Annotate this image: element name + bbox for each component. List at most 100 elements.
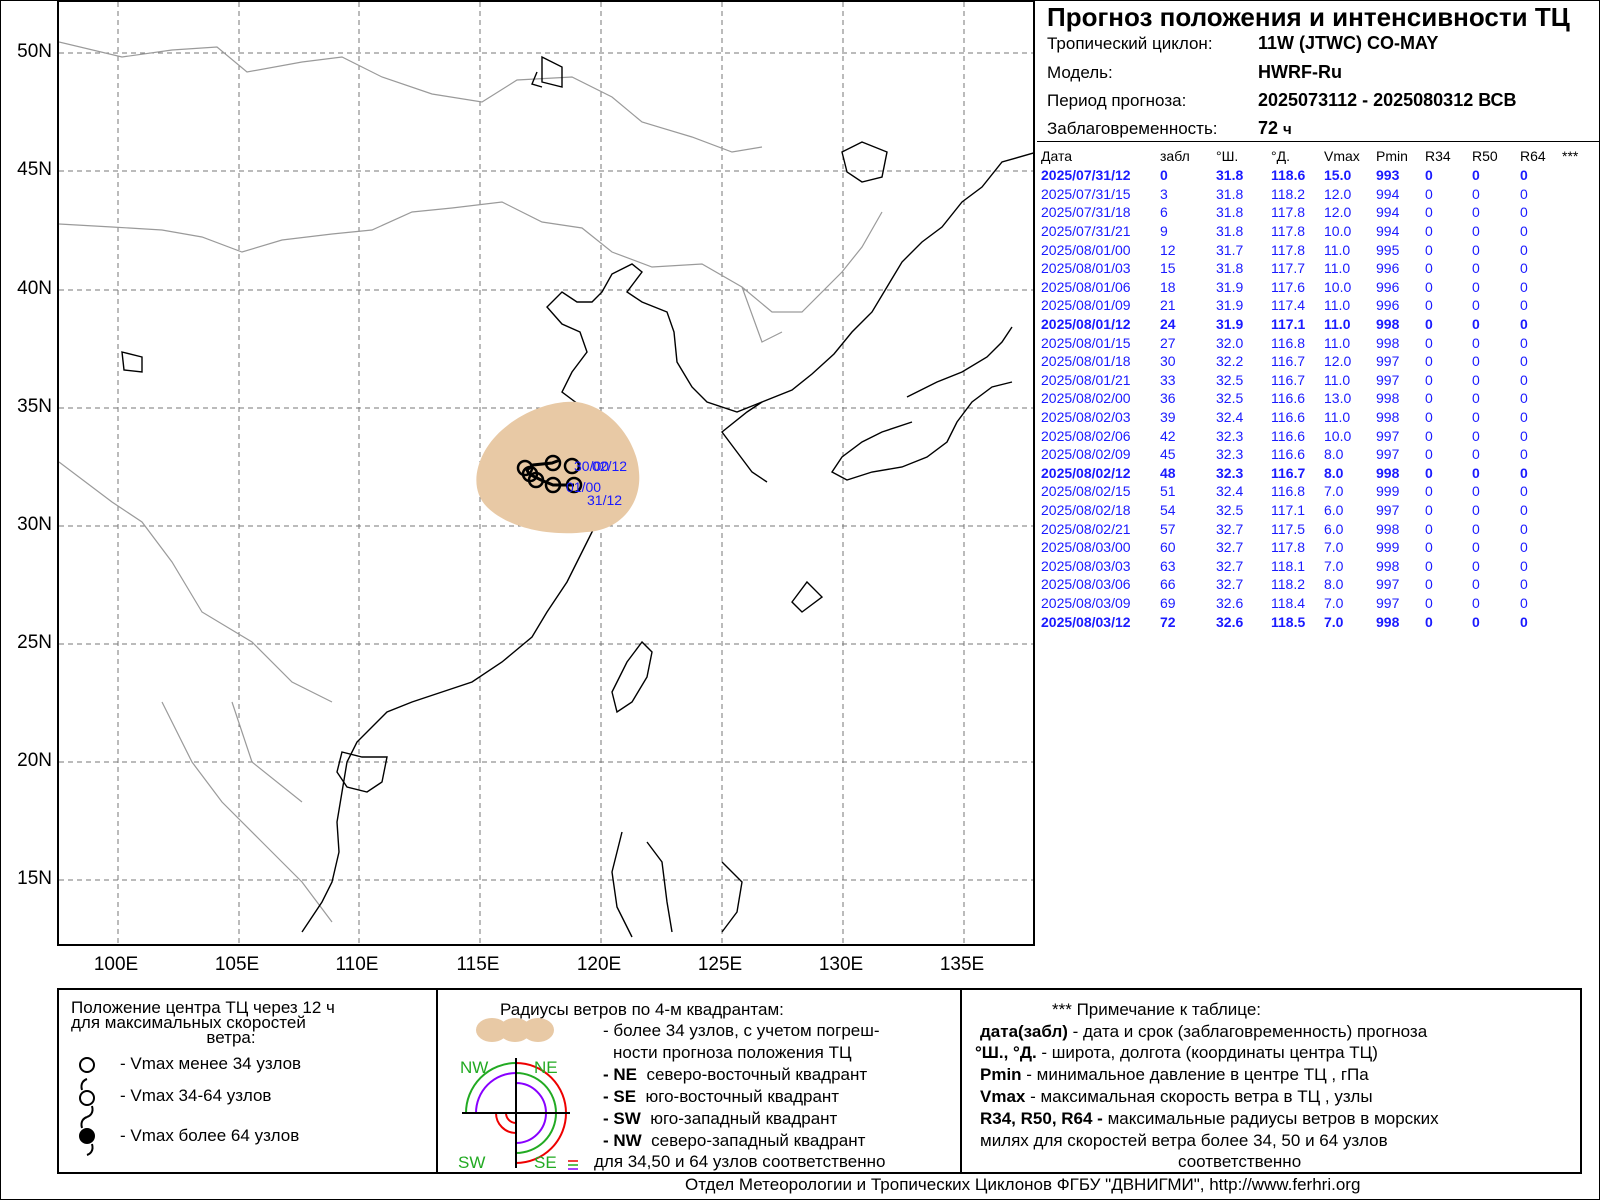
table-cell-pmin: 998 <box>1376 316 1400 333</box>
legend-divider <box>436 988 438 1174</box>
table-cell-r64: 0 <box>1520 576 1528 593</box>
table-cell-r64: 0 <box>1520 260 1528 277</box>
legend-symbols <box>79 1057 95 1156</box>
table-row: 2025/08/02/12 48 32.3 116.7 8.0 998 0 0 0 <box>1041 464 1578 483</box>
track-point-marker[interactable] <box>544 476 562 494</box>
table-cell-lead: 48 <box>1160 464 1176 481</box>
table-cell-date: 2025/08/03/00 <box>1041 539 1131 556</box>
table-cell-lon: 118.2 <box>1271 576 1305 593</box>
col-header-vmax: Vmax <box>1324 147 1360 164</box>
table-cell-date: 2025/07/31/21 <box>1041 223 1131 240</box>
table-cell-date: 2025/08/02/09 <box>1041 446 1131 463</box>
track-point-marker[interactable] <box>563 457 581 475</box>
table-cell-vmax: 11.0 <box>1324 316 1351 333</box>
quadrant-label-nw: NW <box>460 1058 488 1077</box>
table-cell-lon: 118.1 <box>1271 557 1305 574</box>
model-value: HWRF-Ru <box>1258 62 1342 82</box>
table-cell-r34: 0 <box>1425 409 1433 426</box>
table-cell-r50: 0 <box>1472 539 1480 556</box>
table-cell-r50: 0 <box>1472 316 1480 333</box>
table-cell-pmin: 997 <box>1376 353 1400 370</box>
table-cell-r64: 0 <box>1520 594 1528 611</box>
table-cell-lat: 31.8 <box>1216 260 1244 277</box>
table-cell-r50: 0 <box>1472 501 1480 518</box>
legend-radii-line: - более 34 узлов, с учетом погреш- <box>603 1021 880 1040</box>
table-row: 2025/08/01/15 27 32.0 116.8 11.0 998 0 0 0 <box>1041 333 1578 352</box>
table-cell-r64: 0 <box>1520 409 1528 426</box>
note-text: - широта, долгота (координаты центра ТЦ) <box>1036 1043 1378 1062</box>
table-cell-r50: 0 <box>1472 427 1480 444</box>
table-cell-r34: 0 <box>1425 483 1433 500</box>
table-cell-lead: 57 <box>1160 520 1176 537</box>
table-cell-lead: 12 <box>1160 241 1176 258</box>
table-cell-pmin: 999 <box>1376 539 1400 556</box>
uncertainty-swatch-icon <box>476 1018 554 1042</box>
forecast-map[interactable]: 30/00 02/12 01/00 31/12 <box>57 0 1035 946</box>
legend-sw: - SW юго-западный квадрант <box>603 1109 837 1129</box>
table-cell-r64: 0 <box>1520 464 1528 481</box>
table-cell-lon: 118.4 <box>1271 594 1305 611</box>
table-cell-lat: 31.9 <box>1216 316 1244 333</box>
note-line: Pmin - минимальное давление в центре ТЦ … <box>980 1065 1369 1085</box>
table-cell-r50: 0 <box>1472 260 1480 277</box>
table-cell-date: 2025/08/02/00 <box>1041 390 1131 407</box>
table-cell-lat: 31.8 <box>1216 223 1244 240</box>
table-cell-date: 2025/08/02/12 <box>1041 464 1131 481</box>
table-cell-pmin: 999 <box>1376 483 1400 500</box>
table-cell-r50: 0 <box>1472 185 1480 202</box>
note-key: дата(забл) <box>980 1022 1068 1041</box>
table-cell-pmin: 994 <box>1376 223 1400 240</box>
table-body: 2025/07/31/12 0 31.8 118.6 15.0 993 0 0 0 2025/07… <box>1041 166 1578 631</box>
track-point-marker[interactable] <box>527 471 545 489</box>
table-cell-pmin: 998 <box>1376 390 1400 407</box>
table-cell-lat: 32.2 <box>1216 353 1244 370</box>
table-cell-vmax: 11.0 <box>1324 260 1351 277</box>
col-header-pmin: Pmin <box>1376 147 1408 164</box>
table-row: 2025/08/01/09 21 31.9 117.4 11.0 996 0 0 0 <box>1041 296 1578 315</box>
table-cell-date: 2025/08/03/06 <box>1041 576 1131 593</box>
table-cell-lon: 116.7 <box>1271 464 1306 481</box>
table-cell-date: 2025/08/01/15 <box>1041 334 1131 351</box>
table-row: 2025/08/01/00 12 31.7 117.8 11.0 995 0 0 0 <box>1041 240 1578 259</box>
table-cell-lon: 117.7 <box>1271 260 1305 277</box>
table-cell-pmin: 998 <box>1376 613 1400 630</box>
track-point-marker[interactable] <box>544 454 562 472</box>
table-cell-r34: 0 <box>1425 316 1433 333</box>
legend-radii-title: Радиусы ветров по 4-м квадрантам: <box>500 1000 784 1019</box>
table-cell-lon: 117.1 <box>1271 501 1305 518</box>
table-row: 2025/07/31/12 0 31.8 118.6 15.0 993 0 0 0 <box>1041 166 1578 185</box>
table-cell-lead: 54 <box>1160 501 1176 518</box>
model-label: Модель: <box>1047 63 1113 82</box>
table-cell-r64: 0 <box>1520 204 1528 221</box>
table-cell-r34: 0 <box>1425 427 1433 444</box>
cyclone-open-icon <box>79 1078 95 1118</box>
table-cell-pmin: 994 <box>1376 204 1400 221</box>
table-cell-vmax: 15.0 <box>1324 167 1352 184</box>
table-cell-lead: 0 <box>1160 167 1168 184</box>
table-cell-lat: 32.4 <box>1216 483 1244 500</box>
table-cell-lat: 32.5 <box>1216 371 1244 388</box>
col-header-lead: забл <box>1160 147 1190 164</box>
track-point-marker[interactable] <box>565 476 583 494</box>
table-cell-r34: 0 <box>1425 464 1433 481</box>
table-cell-r34: 0 <box>1425 204 1433 221</box>
table-cell-lat: 31.9 <box>1216 297 1244 314</box>
table-header-row: Дата забл °Ш. °Д. Vmax Pmin R34 R50 R64 … <box>1041 146 1578 166</box>
table-cell-date: 2025/08/02/15 <box>1041 483 1131 500</box>
track-time-label: 02/12 <box>592 458 627 474</box>
table-cell-date: 2025/08/02/06 <box>1041 427 1131 444</box>
track-time-label: 01/00 <box>566 479 601 495</box>
table-cell-lead: 60 <box>1160 539 1176 556</box>
table-cell-vmax: 11.0 <box>1324 241 1351 258</box>
table-row: 2025/08/01/18 30 32.2 116.7 12.0 997 0 0 0 <box>1041 352 1578 371</box>
note-text: максимальные радиусы ветров в морских <box>1102 1109 1439 1128</box>
table-row: 2025/08/02/00 36 32.5 116.6 13.0 998 0 0 0 <box>1041 389 1578 408</box>
table-row: 2025/08/02/03 39 32.4 116.6 11.0 998 0 0 0 <box>1041 408 1578 427</box>
table-cell-vmax: 10.0 <box>1324 223 1352 240</box>
table-cell-lead: 30 <box>1160 353 1176 370</box>
table-cell-lead: 42 <box>1160 427 1176 444</box>
table-cell-lon: 116.8 <box>1271 483 1305 500</box>
map-canvas: 30/00 02/12 01/00 31/12 <box>59 2 1033 944</box>
table-cell-lat: 31.8 <box>1216 185 1244 202</box>
table-cell-pmin: 998 <box>1376 409 1400 426</box>
